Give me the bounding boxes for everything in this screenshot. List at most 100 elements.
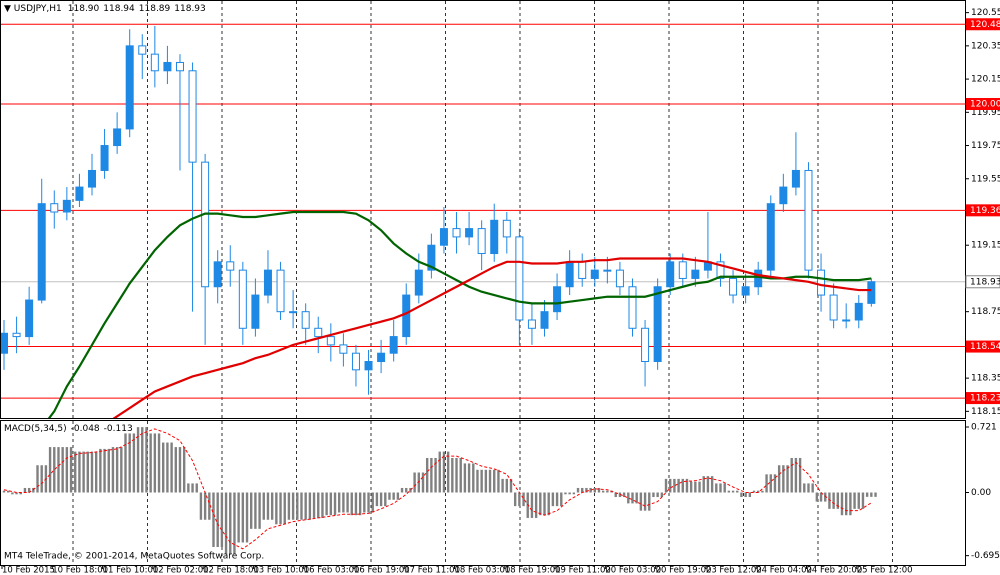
candle-body bbox=[314, 327, 323, 338]
candle-body bbox=[351, 352, 360, 371]
candle-body bbox=[754, 269, 763, 288]
header-open: 118.90 bbox=[68, 4, 100, 14]
candle-body bbox=[12, 332, 21, 338]
candle-body bbox=[389, 336, 398, 354]
candle-body bbox=[452, 228, 461, 238]
symbol: USDJPY,H1 bbox=[14, 4, 62, 14]
x-tick-label: 13 Feb 10:00 bbox=[253, 566, 309, 575]
candle-body bbox=[339, 344, 348, 354]
candle-body bbox=[226, 261, 235, 271]
x-tick-label: 24 Feb 20:00 bbox=[806, 566, 862, 575]
candle-body bbox=[515, 236, 524, 321]
candle-body bbox=[641, 327, 650, 363]
header-low: 118.89 bbox=[139, 4, 171, 14]
x-tick-label: 24 Feb 04:00 bbox=[756, 566, 812, 575]
current-price-label: 118.93 bbox=[970, 277, 1000, 287]
candle-body bbox=[540, 311, 549, 329]
candle-body bbox=[50, 203, 59, 213]
symbol-arrow: ▼ bbox=[4, 4, 14, 14]
candle-body bbox=[565, 261, 574, 288]
header-close: 118.93 bbox=[174, 4, 206, 14]
y-tick-label: 118.35 bbox=[971, 374, 1000, 384]
x-tick-label: 20 Feb 19:00 bbox=[656, 566, 712, 575]
candle-body bbox=[590, 269, 599, 279]
candle-body bbox=[729, 277, 738, 296]
moving-average bbox=[47, 210, 872, 418]
macd-y-tick-label: 0.721 bbox=[971, 422, 997, 432]
candle-body bbox=[817, 269, 826, 296]
candle-body bbox=[87, 169, 96, 188]
level-label-box bbox=[966, 98, 1000, 111]
candle-body bbox=[615, 269, 624, 288]
level-label: 120.48 bbox=[970, 20, 1000, 30]
moving-average bbox=[112, 257, 872, 418]
candle-body bbox=[175, 61, 184, 72]
macd-y-tick-label: 0.00 bbox=[971, 488, 991, 498]
y-tick-label: 119.55 bbox=[971, 174, 1000, 184]
candle-body bbox=[326, 336, 335, 346]
candle-body bbox=[201, 161, 210, 288]
level-label: 119.36 bbox=[970, 206, 1000, 216]
x-tick-label: 20 Feb 03:00 bbox=[605, 566, 661, 575]
level-label-box bbox=[966, 204, 1000, 217]
main-frame bbox=[0, 0, 966, 419]
level-label: 120.00 bbox=[970, 100, 1000, 110]
candle-body bbox=[238, 269, 247, 329]
current-price-box bbox=[965, 275, 1000, 289]
candle-body bbox=[75, 186, 84, 201]
x-tick-label: 16 Feb 19:00 bbox=[354, 566, 410, 575]
macd-frame bbox=[0, 420, 966, 566]
axes: 120.55 120.35 120.15 119.95 119.75 119.55 119.… bbox=[1, 8, 1000, 575]
candle-body bbox=[678, 261, 687, 279]
candle-body bbox=[1, 332, 8, 354]
header-high: 118.94 bbox=[103, 4, 135, 14]
level-label: 118.23 bbox=[970, 394, 1000, 404]
macd-value: -0.048 bbox=[71, 424, 100, 434]
candle-body bbox=[867, 281, 876, 304]
candle-body bbox=[37, 203, 46, 301]
candle-body bbox=[766, 203, 775, 271]
candle-body bbox=[25, 299, 34, 338]
candle-body bbox=[138, 45, 147, 55]
macd-y-tick-label: -0.695 bbox=[971, 551, 1000, 561]
candle-body bbox=[779, 186, 788, 205]
candle-body bbox=[301, 311, 310, 329]
level-label-box bbox=[966, 392, 1000, 405]
candle-body bbox=[578, 261, 587, 279]
candle-body bbox=[842, 319, 851, 322]
candle-body bbox=[527, 319, 536, 329]
x-tick-label: 10 Feb 18:00 bbox=[52, 566, 108, 575]
x-tick-label: 25 Feb 12:00 bbox=[857, 566, 913, 575]
candle-body bbox=[465, 228, 474, 238]
x-tick-label: 18 Feb 19:00 bbox=[505, 566, 561, 575]
macd-header: MACD(5,34,5) -0.048 -0.113 bbox=[4, 424, 133, 434]
macd-signal-value: -0.113 bbox=[104, 424, 133, 434]
x-tick-label: 17 Feb 11:00 bbox=[404, 566, 460, 575]
x-tick-label: 11 Feb 10:00 bbox=[103, 566, 159, 575]
candle-body bbox=[263, 269, 272, 296]
x-tick-label: 10 Feb 2015 bbox=[2, 566, 55, 575]
level-label-box bbox=[966, 340, 1000, 353]
y-tick-label: 119.95 bbox=[971, 108, 1000, 118]
candle-body bbox=[377, 352, 386, 363]
x-tick-label: 19 Feb 11:00 bbox=[555, 566, 611, 575]
candle-body bbox=[741, 286, 750, 296]
candle-body bbox=[427, 244, 436, 271]
candle-body bbox=[100, 145, 109, 171]
candle-body bbox=[477, 228, 486, 255]
candle-body bbox=[414, 269, 423, 296]
candle-body bbox=[276, 269, 285, 313]
candle-body bbox=[829, 294, 838, 321]
candle-body bbox=[402, 294, 411, 338]
x-tick-label: 12 Feb 18:00 bbox=[203, 566, 259, 575]
x-tick-label: 23 Feb 12:00 bbox=[706, 566, 762, 575]
candle-body bbox=[113, 128, 122, 147]
candle-body bbox=[628, 286, 637, 329]
candle-body bbox=[553, 286, 562, 313]
price-panel bbox=[1, 23, 965, 418]
candle-body bbox=[163, 61, 172, 72]
footer: MT4 TeleTrade, © 2001-2014, MetaQuotes S… bbox=[4, 552, 264, 562]
candle-body bbox=[791, 169, 800, 188]
